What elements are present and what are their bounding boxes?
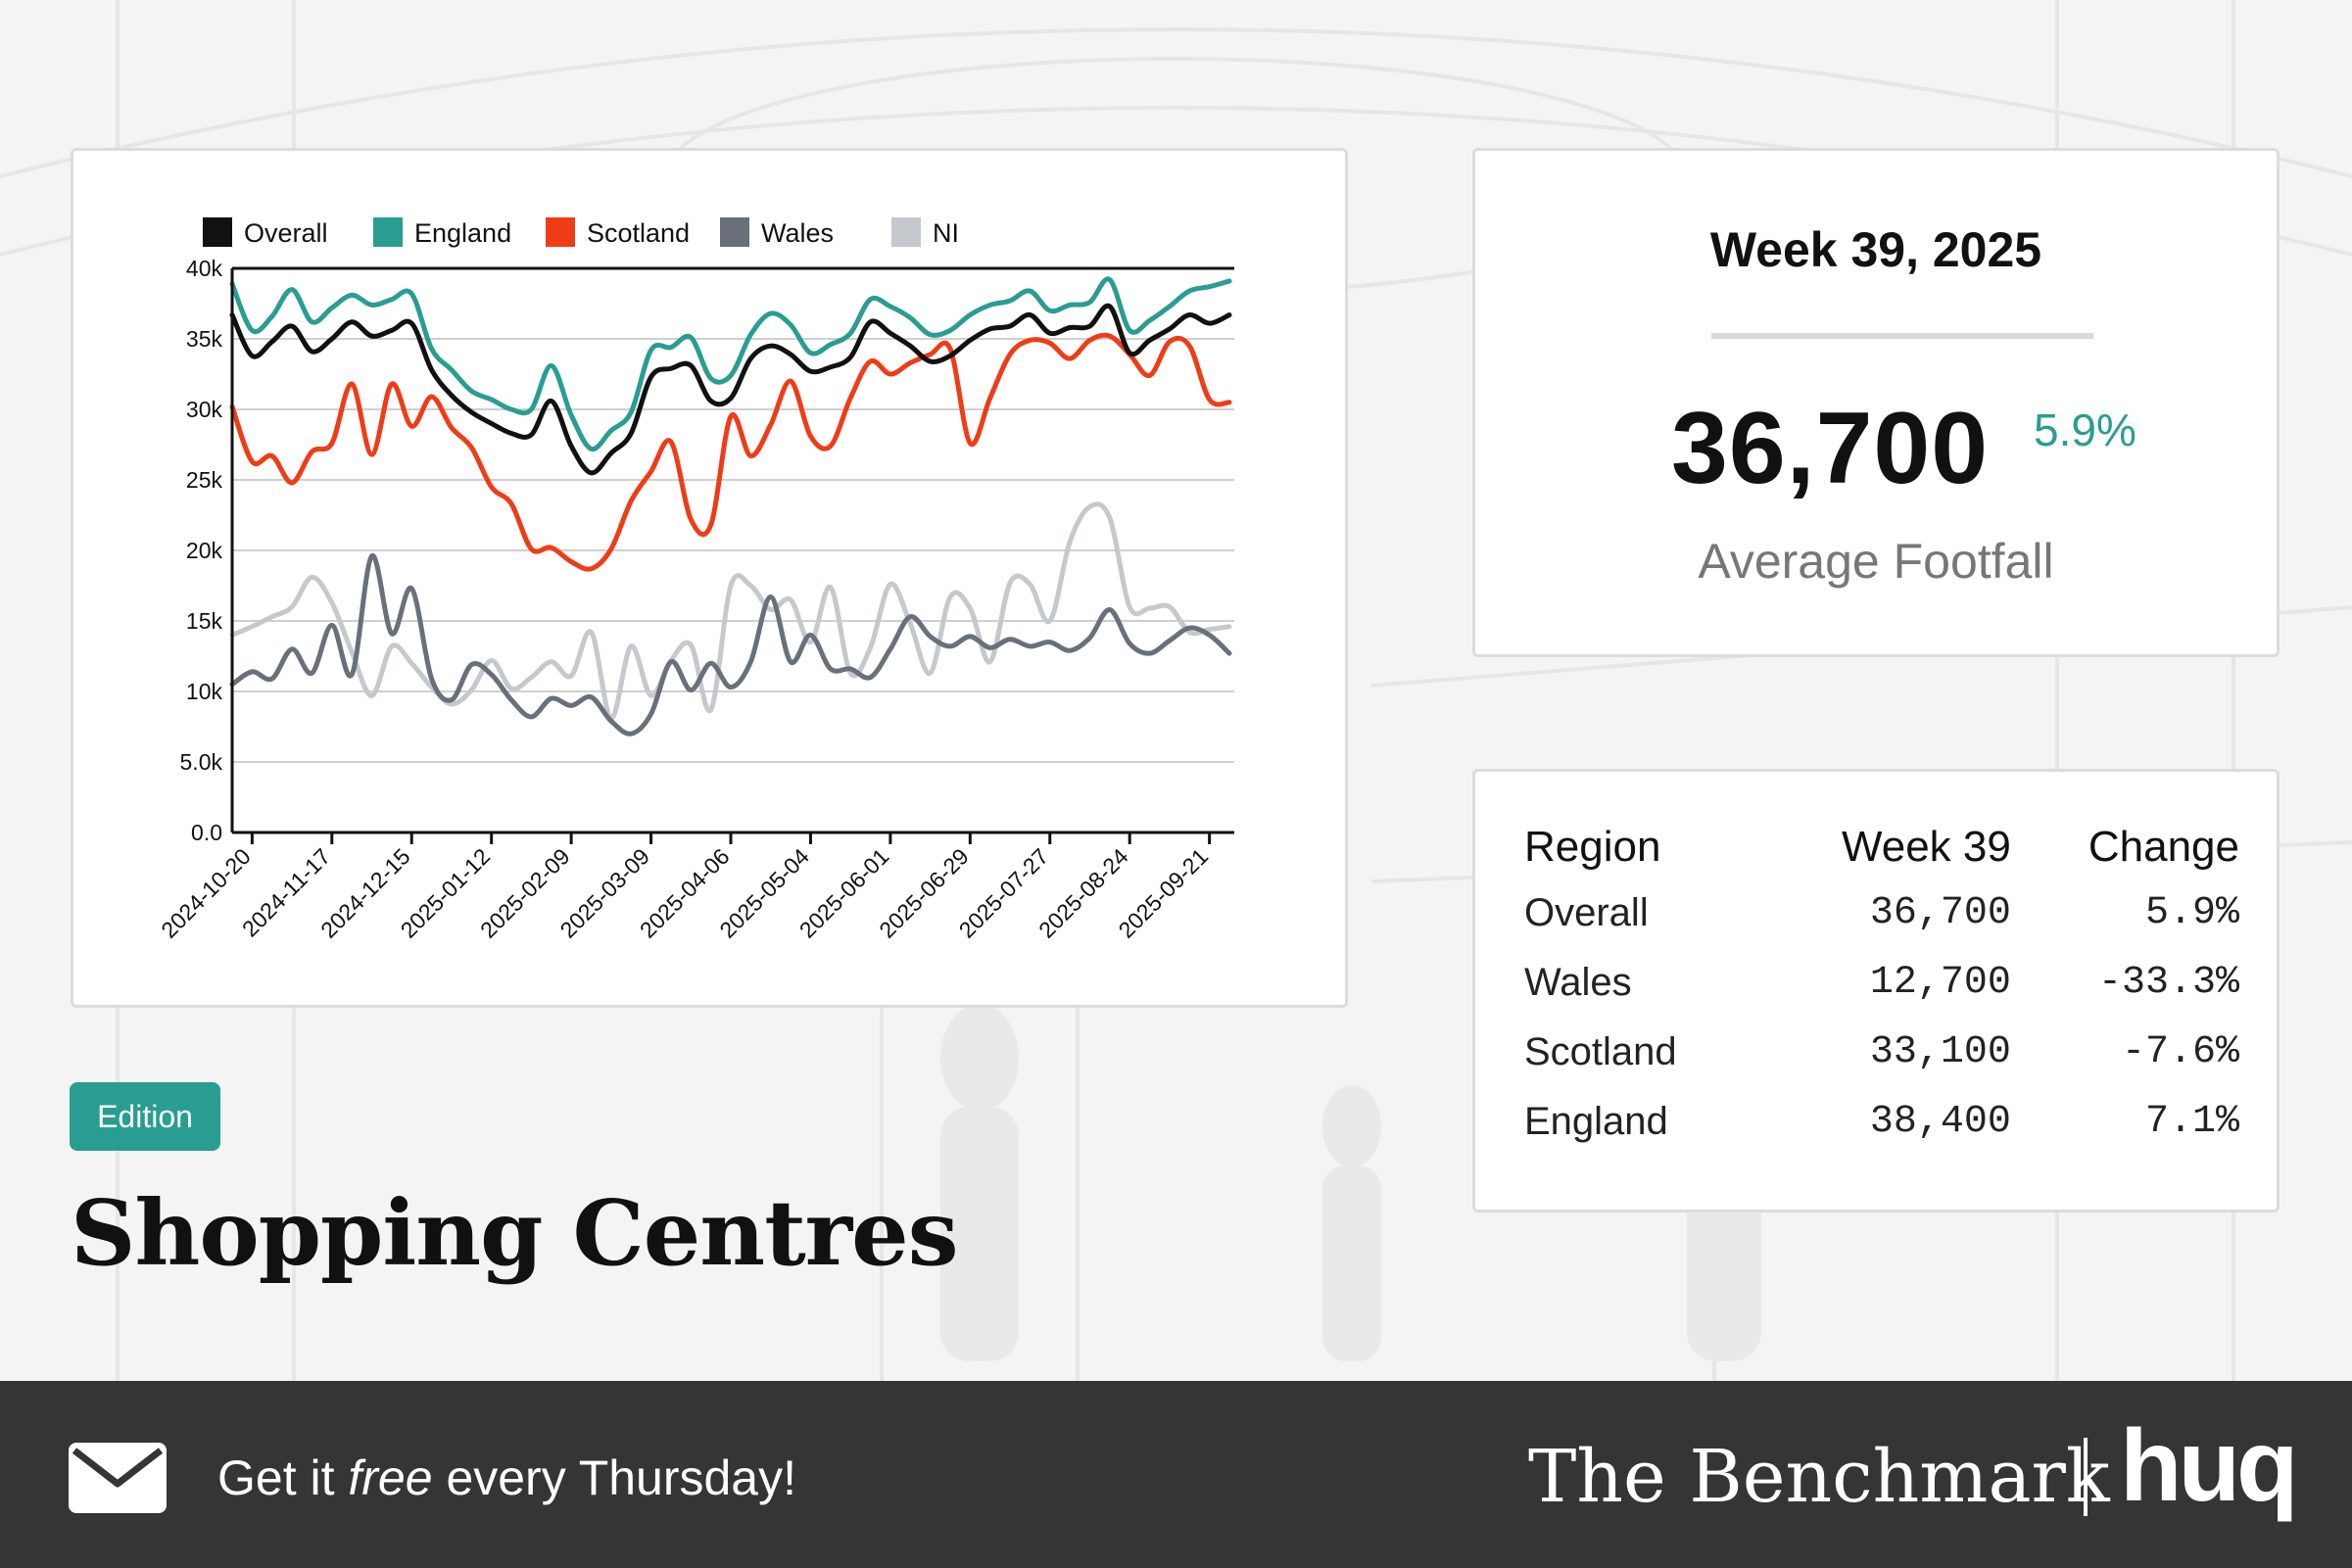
legend-item-overall: Overall	[203, 217, 328, 248]
y-tick-label: 40k	[186, 256, 223, 281]
header-change: Change	[2088, 823, 2239, 871]
footfall-line-chart: Overall England Scotland Wales NI 0.0 5.0k 10k…	[156, 217, 1234, 943]
envelope-icon	[69, 1443, 167, 1513]
legend-item-england: England	[373, 217, 511, 248]
footer-bar: Get it free every Thursday! The Benchmar…	[0, 1381, 2352, 1568]
cta-text-emphasis: free	[348, 1450, 433, 1505]
legend-swatch	[203, 217, 232, 247]
brand-name: The Benchmark	[1528, 1435, 2110, 1519]
series-line-ni	[229, 501, 1232, 721]
row-week: 36,700	[1869, 891, 2011, 935]
y-tick-label: 20k	[186, 538, 223, 563]
row-region: Overall	[1524, 891, 1649, 934]
y-tick-label: 35k	[186, 326, 223, 352]
region-table-card: Region Week 39 Change Overall 36,700 5.9…	[1472, 769, 2280, 1212]
legend-swatch	[373, 217, 403, 247]
subscribe-cta[interactable]: Get it free every Thursday!	[217, 1449, 796, 1506]
legend-label: Overall	[244, 218, 328, 248]
y-tick-label: 15k	[186, 608, 223, 634]
row-region: Scotland	[1524, 1030, 1677, 1073]
header-week: Week 39	[1842, 823, 2011, 871]
legend-item-scotland: Scotland	[546, 217, 690, 248]
legend-label: Scotland	[587, 218, 690, 248]
chart-card: Overall England Scotland Wales NI 0.0 5.0k 10k…	[71, 148, 1348, 1008]
table-row: Overall 36,700 5.9%	[1524, 891, 2239, 961]
huq-logo: huq	[2120, 1409, 2299, 1523]
series-line-overall	[229, 303, 1232, 476]
table-row: Scotland 33,100 -7.6%	[1524, 1030, 2239, 1100]
y-tick-label: 0.0	[191, 820, 222, 845]
chart-legend: Overall England Scotland Wales NI	[203, 217, 959, 248]
row-change: 5.9%	[2144, 891, 2239, 935]
series-line-wales	[229, 553, 1232, 736]
kpi-card: Week 39, 2025 36,700 5.9% Average Footfa…	[1472, 148, 2280, 657]
edition-badge: Edition	[70, 1082, 220, 1151]
table-header-row: Region Week 39 Change	[1524, 823, 2239, 891]
header-region: Region	[1524, 823, 1661, 871]
legend-label: Wales	[761, 218, 834, 248]
row-week: 38,400	[1869, 1100, 2011, 1144]
table-row: Wales 12,700 -33.3%	[1524, 961, 2239, 1030]
y-tick-label: 5.0k	[180, 749, 223, 775]
series-line-england	[229, 276, 1232, 452]
y-tick-label: 10k	[186, 679, 223, 704]
kpi-value: 36,700	[1671, 392, 1990, 505]
region-table: Region Week 39 Change Overall 36,700 5.9…	[1524, 823, 2239, 1169]
chart-series	[229, 276, 1232, 736]
x-axis-ticks: 2024-10-202024-11-172024-12-152025-01-12…	[156, 832, 1213, 943]
row-change: -7.6%	[2121, 1030, 2239, 1074]
row-change: 7.1%	[2144, 1100, 2239, 1144]
legend-label: NI	[933, 218, 959, 248]
cta-text-after: every Thursday!	[432, 1450, 797, 1505]
legend-label: England	[414, 218, 511, 248]
y-tick-label: 30k	[186, 397, 223, 422]
kpi-week: Week 39, 2025	[1709, 222, 2042, 277]
y-axis-ticks: 0.0 5.0k 10k 15k 20k 25k 30k 35k 40k	[180, 256, 223, 845]
legend-swatch	[546, 217, 575, 247]
row-week: 33,100	[1869, 1030, 2011, 1074]
legend-swatch	[891, 217, 921, 247]
legend-item-wales: Wales	[720, 217, 834, 248]
legend-swatch	[720, 217, 749, 247]
kpi-divider	[1711, 333, 2093, 339]
kpi-label: Average Footfall	[1698, 534, 2054, 589]
cta-text-before: Get it	[217, 1450, 349, 1505]
y-tick-label: 25k	[186, 467, 223, 493]
row-week: 12,700	[1869, 961, 2011, 1005]
page-title: Shopping Centres	[71, 1180, 958, 1286]
row-change: -33.3%	[2097, 961, 2239, 1005]
brand-divider	[2084, 1438, 2088, 1516]
series-line-scotland	[229, 332, 1232, 572]
legend-item-ni: NI	[891, 217, 959, 248]
row-region: England	[1524, 1100, 1668, 1143]
kpi-change: 5.9%	[2034, 404, 2136, 455]
table-row: England 38,400 7.1%	[1524, 1100, 2239, 1169]
row-region: Wales	[1524, 961, 1632, 1004]
